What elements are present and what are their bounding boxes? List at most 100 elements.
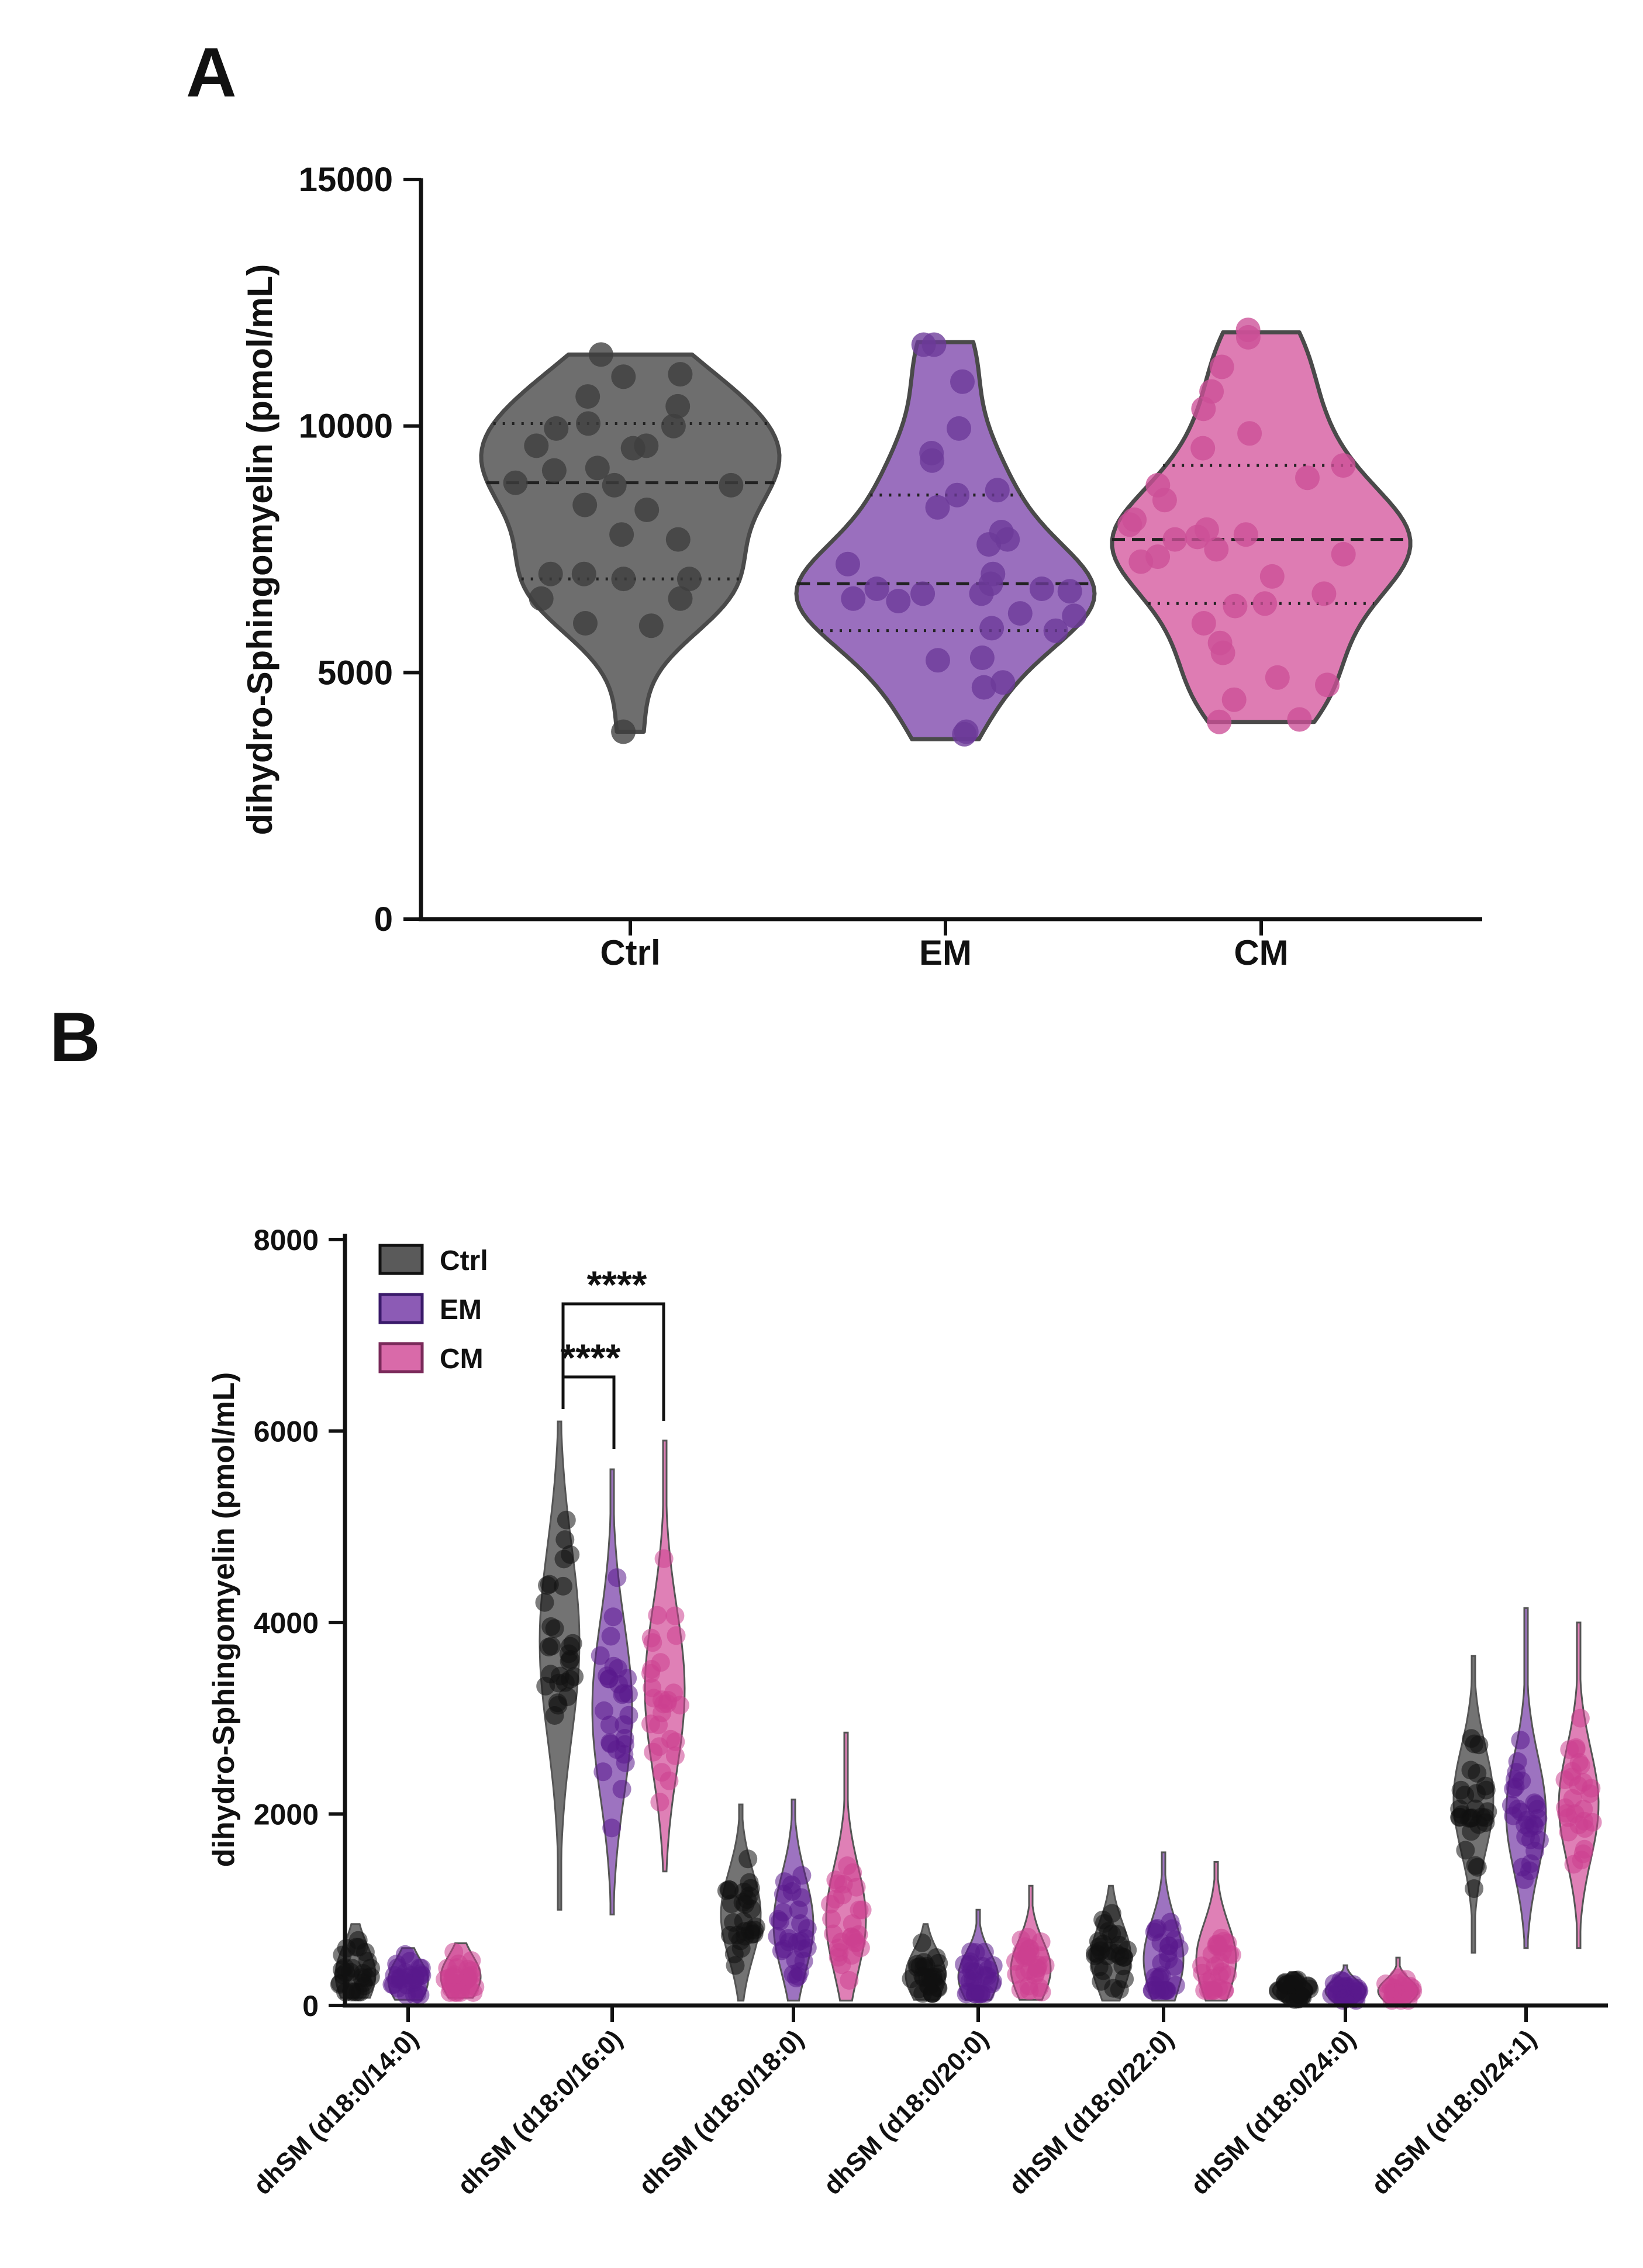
data-point-ctrl — [557, 1510, 576, 1530]
data-point-em — [945, 482, 969, 508]
data-point-ctrl — [1102, 1924, 1121, 1943]
data-point-ctrl — [611, 364, 636, 389]
data-point-ctrl — [542, 1637, 561, 1656]
panel-a-x-ticks: Ctrl EM CM — [600, 919, 1289, 972]
data-point-em — [995, 527, 1020, 552]
data-point-ctrl — [545, 1619, 564, 1638]
data-point-cm — [1185, 524, 1210, 550]
data-point-cm — [826, 1890, 845, 1909]
data-point-ctrl — [1451, 1780, 1471, 1800]
data-point-cm — [851, 1938, 870, 1958]
legend-label-cm: CM — [440, 1344, 484, 1375]
data-point-cm — [444, 1967, 462, 1987]
data-point-cm — [1252, 591, 1278, 616]
data-point-em — [1007, 601, 1033, 626]
data-point-em — [1504, 1779, 1523, 1798]
data-point-em — [595, 1701, 613, 1720]
data-point-ctrl — [740, 1886, 759, 1905]
panel-a-y-tick-label: 15000 — [299, 161, 393, 199]
data-point-em — [975, 1966, 995, 1985]
data-point-cm — [444, 1942, 464, 1962]
data-point-em — [985, 478, 1010, 503]
data-point-ctrl — [902, 1969, 921, 1989]
data-point-em — [602, 1818, 622, 1838]
data-point-ctrl — [719, 472, 744, 498]
data-point-ctrl — [1282, 1974, 1302, 1994]
panel-b-y-tick-label: 8000 — [254, 1224, 319, 1256]
data-point-em — [910, 581, 936, 606]
data-point-ctrl — [529, 586, 554, 611]
data-point-em — [396, 1986, 416, 2004]
data-point-em — [1062, 603, 1087, 629]
data-point-ctrl — [1452, 1805, 1471, 1824]
data-point-em — [598, 1666, 617, 1686]
data-point-ctrl — [929, 1953, 948, 1973]
panel-a-chart: 0 5000 10000 15000 Ctrl EM CM dihydro-Sphingo… — [240, 161, 1482, 972]
data-point-em — [979, 616, 1005, 641]
violin-cm — [1110, 330, 1413, 724]
data-point-cm — [1015, 1948, 1034, 1967]
data-point-cm — [667, 1626, 686, 1645]
data-point-ctrl — [558, 1687, 577, 1706]
legend-label-ctrl: Ctrl — [440, 1245, 488, 1276]
data-point-em — [593, 1762, 613, 1782]
panel-b-x-tick-label: dhSM (d18:0/20:0) — [818, 2024, 994, 2200]
data-point-cm — [838, 1856, 857, 1875]
data-point-ctrl — [524, 433, 549, 458]
data-point-em — [607, 1740, 626, 1759]
data-point-em — [768, 1927, 787, 1946]
data-point-ctrl — [620, 436, 646, 461]
data-point-cm — [654, 1549, 674, 1568]
data-point-cm — [850, 1900, 869, 1920]
data-point-cm — [1209, 354, 1234, 379]
data-point-cm — [1207, 709, 1232, 734]
data-point-ctrl — [535, 1593, 554, 1612]
data-point-cm — [641, 1628, 661, 1648]
panel-b-x-ticks: dhSM (d18:0/14:0) dhSM (d18:0/16:0) dhSM (… — [248, 2005, 1542, 2200]
data-point-ctrl — [665, 527, 691, 552]
data-point-ctrl — [563, 1634, 582, 1653]
data-point-cm — [1191, 396, 1216, 422]
data-point-ctrl — [1465, 1879, 1484, 1898]
data-point-cm — [652, 1763, 671, 1782]
significance-label-ctrl-em: **** — [561, 1336, 621, 1379]
data-point-cm — [840, 1971, 859, 1990]
panel-b-marks — [330, 1420, 1602, 2010]
data-point-ctrl — [602, 472, 627, 498]
legend-swatch-em — [378, 1293, 424, 1324]
bracket-ctrl-em — [561, 1375, 616, 1449]
data-point-ctrl — [638, 613, 664, 638]
data-point-em — [1162, 1919, 1182, 1938]
data-point-em — [1339, 1982, 1358, 2001]
data-point-ctrl — [1476, 1776, 1495, 1796]
data-point-ctrl — [571, 561, 596, 586]
data-point-em — [786, 1951, 805, 1970]
data-point-ctrl — [912, 1933, 931, 1952]
data-point-cm — [1214, 1932, 1234, 1951]
data-point-em — [782, 1875, 801, 1894]
data-point-cm — [462, 1951, 481, 1970]
data-point-em — [1057, 579, 1082, 604]
data-point-cm — [650, 1793, 669, 1812]
data-point-em — [789, 1900, 808, 1920]
data-point-em — [971, 675, 996, 700]
panel-a-x-tick-label: EM — [919, 933, 972, 972]
data-point-ctrl — [731, 1939, 751, 1958]
data-point-ctrl — [668, 586, 693, 611]
data-point-em — [600, 1715, 619, 1735]
data-point-cm — [1395, 1976, 1414, 1996]
data-point-em — [961, 1942, 981, 1962]
data-point-ctrl — [1456, 1841, 1475, 1860]
panel-b-y-tick-label: 0 — [302, 1990, 319, 2022]
data-point-em — [1043, 618, 1068, 643]
data-point-em — [947, 416, 971, 441]
data-point-ctrl — [1461, 1760, 1480, 1780]
data-point-em — [990, 670, 1016, 695]
data-point-ctrl — [1091, 1941, 1110, 1960]
data-point-em — [591, 1646, 610, 1665]
legend-label-em: EM — [440, 1294, 482, 1325]
data-point-ctrl — [1092, 1972, 1111, 1991]
data-point-cm — [440, 1983, 460, 2002]
data-point-ctrl — [668, 362, 693, 387]
